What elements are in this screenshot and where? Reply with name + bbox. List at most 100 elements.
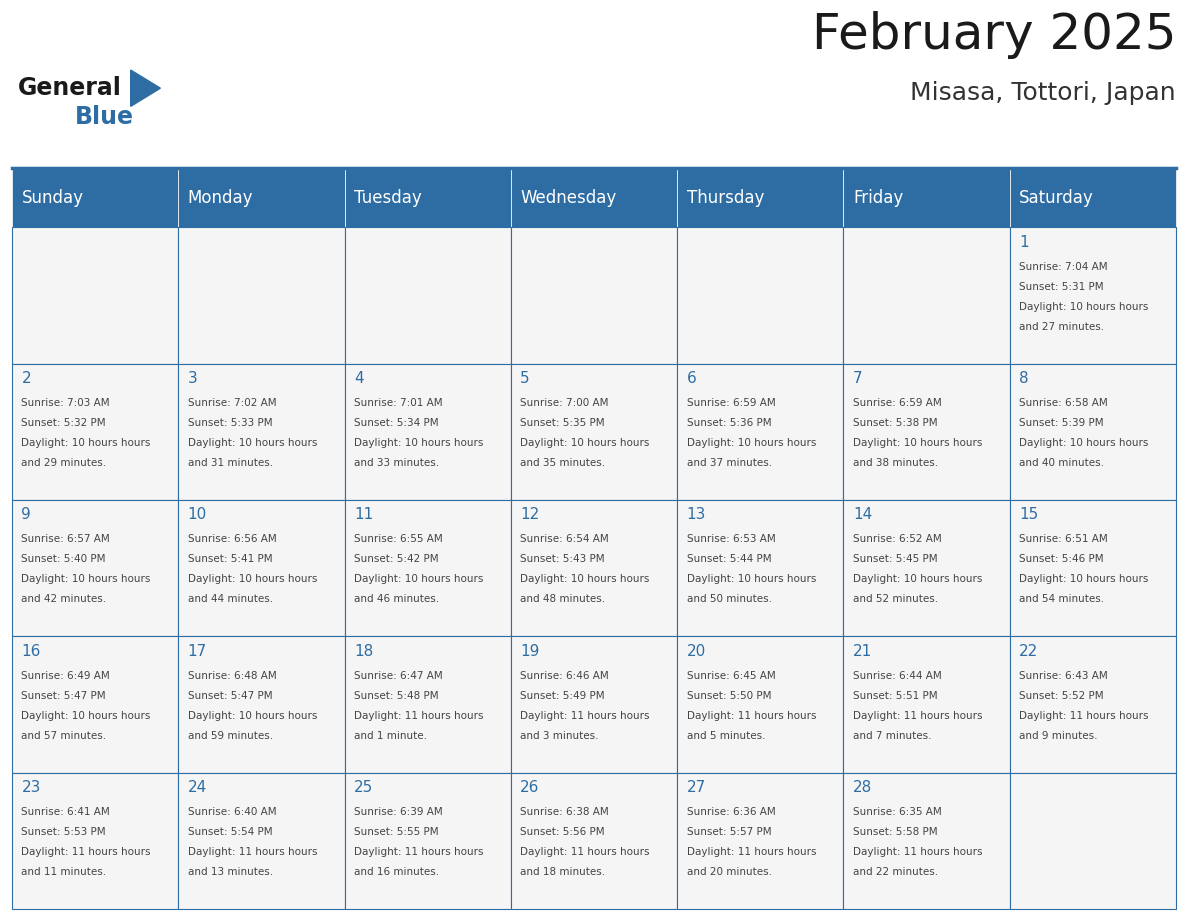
- Text: Sunset: 5:58 PM: Sunset: 5:58 PM: [853, 827, 937, 837]
- Text: Sunset: 5:52 PM: Sunset: 5:52 PM: [1019, 690, 1104, 700]
- Text: Sunrise: 6:48 AM: Sunrise: 6:48 AM: [188, 671, 277, 681]
- Text: Sunday: Sunday: [21, 189, 83, 207]
- Bar: [677, 364, 843, 500]
- Text: Sunset: 5:45 PM: Sunset: 5:45 PM: [853, 554, 937, 565]
- Text: Daylight: 10 hours hours: Daylight: 10 hours hours: [520, 575, 650, 585]
- Text: Daylight: 11 hours hours: Daylight: 11 hours hours: [520, 847, 650, 857]
- Text: Sunrise: 6:35 AM: Sunrise: 6:35 AM: [853, 807, 942, 817]
- Text: Sunrise: 6:56 AM: Sunrise: 6:56 AM: [188, 534, 277, 544]
- Text: Sunset: 5:47 PM: Sunset: 5:47 PM: [188, 690, 272, 700]
- Text: Sunrise: 6:58 AM: Sunrise: 6:58 AM: [1019, 398, 1108, 409]
- Text: Sunrise: 6:45 AM: Sunrise: 6:45 AM: [687, 671, 776, 681]
- Text: Friday: Friday: [853, 189, 903, 207]
- Text: Sunset: 5:53 PM: Sunset: 5:53 PM: [21, 827, 106, 837]
- Text: Daylight: 10 hours hours: Daylight: 10 hours hours: [188, 711, 317, 721]
- Text: Daylight: 10 hours hours: Daylight: 10 hours hours: [853, 438, 982, 448]
- Text: Sunrise: 6:51 AM: Sunrise: 6:51 AM: [1019, 534, 1108, 544]
- Text: and 27 minutes.: and 27 minutes.: [1019, 322, 1105, 331]
- Bar: [677, 636, 843, 773]
- Bar: [1010, 364, 1176, 500]
- Bar: [345, 228, 511, 364]
- Bar: [178, 636, 345, 773]
- Text: Tuesday: Tuesday: [354, 189, 422, 207]
- Bar: [12, 168, 178, 228]
- Text: Daylight: 10 hours hours: Daylight: 10 hours hours: [687, 575, 816, 585]
- Text: Sunrise: 7:03 AM: Sunrise: 7:03 AM: [21, 398, 110, 409]
- Text: Daylight: 11 hours hours: Daylight: 11 hours hours: [520, 711, 650, 721]
- Bar: [345, 773, 511, 909]
- Text: Daylight: 10 hours hours: Daylight: 10 hours hours: [354, 438, 484, 448]
- Text: Sunset: 5:54 PM: Sunset: 5:54 PM: [188, 827, 272, 837]
- Text: February 2025: February 2025: [811, 11, 1176, 59]
- Bar: [677, 228, 843, 364]
- Bar: [178, 168, 345, 228]
- Text: 9: 9: [21, 507, 31, 522]
- Bar: [511, 500, 677, 636]
- Bar: [843, 773, 1010, 909]
- Text: Sunset: 5:34 PM: Sunset: 5:34 PM: [354, 418, 438, 428]
- Text: Sunrise: 6:59 AM: Sunrise: 6:59 AM: [687, 398, 776, 409]
- Text: Sunset: 5:55 PM: Sunset: 5:55 PM: [354, 827, 438, 837]
- Text: Sunset: 5:56 PM: Sunset: 5:56 PM: [520, 827, 605, 837]
- Text: 2: 2: [21, 371, 31, 386]
- Text: and 42 minutes.: and 42 minutes.: [21, 595, 107, 604]
- Text: and 50 minutes.: and 50 minutes.: [687, 595, 772, 604]
- Text: Sunrise: 7:02 AM: Sunrise: 7:02 AM: [188, 398, 277, 409]
- Text: Daylight: 11 hours hours: Daylight: 11 hours hours: [853, 711, 982, 721]
- Text: Sunset: 5:48 PM: Sunset: 5:48 PM: [354, 690, 438, 700]
- Bar: [178, 364, 345, 500]
- Text: Sunrise: 6:38 AM: Sunrise: 6:38 AM: [520, 807, 609, 817]
- Bar: [1010, 500, 1176, 636]
- Text: and 16 minutes.: and 16 minutes.: [354, 868, 440, 877]
- Bar: [345, 364, 511, 500]
- Text: 7: 7: [853, 371, 862, 386]
- Text: Sunset: 5:43 PM: Sunset: 5:43 PM: [520, 554, 605, 565]
- Text: and 57 minutes.: and 57 minutes.: [21, 731, 107, 741]
- Text: and 44 minutes.: and 44 minutes.: [188, 595, 273, 604]
- Text: 26: 26: [520, 780, 539, 795]
- Text: 14: 14: [853, 507, 872, 522]
- Text: Daylight: 10 hours hours: Daylight: 10 hours hours: [21, 438, 151, 448]
- Text: and 40 minutes.: and 40 minutes.: [1019, 458, 1105, 468]
- Text: Daylight: 11 hours hours: Daylight: 11 hours hours: [687, 711, 816, 721]
- Text: Sunset: 5:57 PM: Sunset: 5:57 PM: [687, 827, 771, 837]
- Text: Daylight: 11 hours hours: Daylight: 11 hours hours: [354, 711, 484, 721]
- Text: Daylight: 10 hours hours: Daylight: 10 hours hours: [1019, 575, 1149, 585]
- Text: Sunrise: 6:41 AM: Sunrise: 6:41 AM: [21, 807, 110, 817]
- Bar: [843, 364, 1010, 500]
- Text: Sunrise: 7:01 AM: Sunrise: 7:01 AM: [354, 398, 443, 409]
- Text: Wednesday: Wednesday: [520, 189, 617, 207]
- Bar: [178, 228, 345, 364]
- Text: Sunrise: 6:57 AM: Sunrise: 6:57 AM: [21, 534, 110, 544]
- Text: and 29 minutes.: and 29 minutes.: [21, 458, 107, 468]
- Text: Sunset: 5:44 PM: Sunset: 5:44 PM: [687, 554, 771, 565]
- Text: Daylight: 11 hours hours: Daylight: 11 hours hours: [354, 847, 484, 857]
- Text: Sunrise: 6:44 AM: Sunrise: 6:44 AM: [853, 671, 942, 681]
- Bar: [345, 636, 511, 773]
- Text: Sunset: 5:32 PM: Sunset: 5:32 PM: [21, 418, 106, 428]
- Text: Sunset: 5:47 PM: Sunset: 5:47 PM: [21, 690, 106, 700]
- Text: and 7 minutes.: and 7 minutes.: [853, 731, 931, 741]
- Text: and 48 minutes.: and 48 minutes.: [520, 595, 606, 604]
- Bar: [677, 168, 843, 228]
- Text: Sunset: 5:38 PM: Sunset: 5:38 PM: [853, 418, 937, 428]
- Text: Sunrise: 6:40 AM: Sunrise: 6:40 AM: [188, 807, 277, 817]
- Bar: [511, 168, 677, 228]
- Text: 22: 22: [1019, 644, 1038, 658]
- Text: Daylight: 10 hours hours: Daylight: 10 hours hours: [21, 575, 151, 585]
- Text: 25: 25: [354, 780, 373, 795]
- Text: Sunset: 5:33 PM: Sunset: 5:33 PM: [188, 418, 272, 428]
- Text: and 11 minutes.: and 11 minutes.: [21, 868, 107, 877]
- Text: Daylight: 10 hours hours: Daylight: 10 hours hours: [354, 575, 484, 585]
- Text: and 52 minutes.: and 52 minutes.: [853, 595, 939, 604]
- Text: Sunset: 5:31 PM: Sunset: 5:31 PM: [1019, 282, 1104, 292]
- Bar: [1010, 636, 1176, 773]
- Text: and 3 minutes.: and 3 minutes.: [520, 731, 599, 741]
- Text: 24: 24: [188, 780, 207, 795]
- Bar: [843, 500, 1010, 636]
- Bar: [12, 773, 178, 909]
- Text: and 20 minutes.: and 20 minutes.: [687, 868, 772, 877]
- Text: and 54 minutes.: and 54 minutes.: [1019, 595, 1105, 604]
- Text: Daylight: 10 hours hours: Daylight: 10 hours hours: [853, 575, 982, 585]
- Bar: [511, 636, 677, 773]
